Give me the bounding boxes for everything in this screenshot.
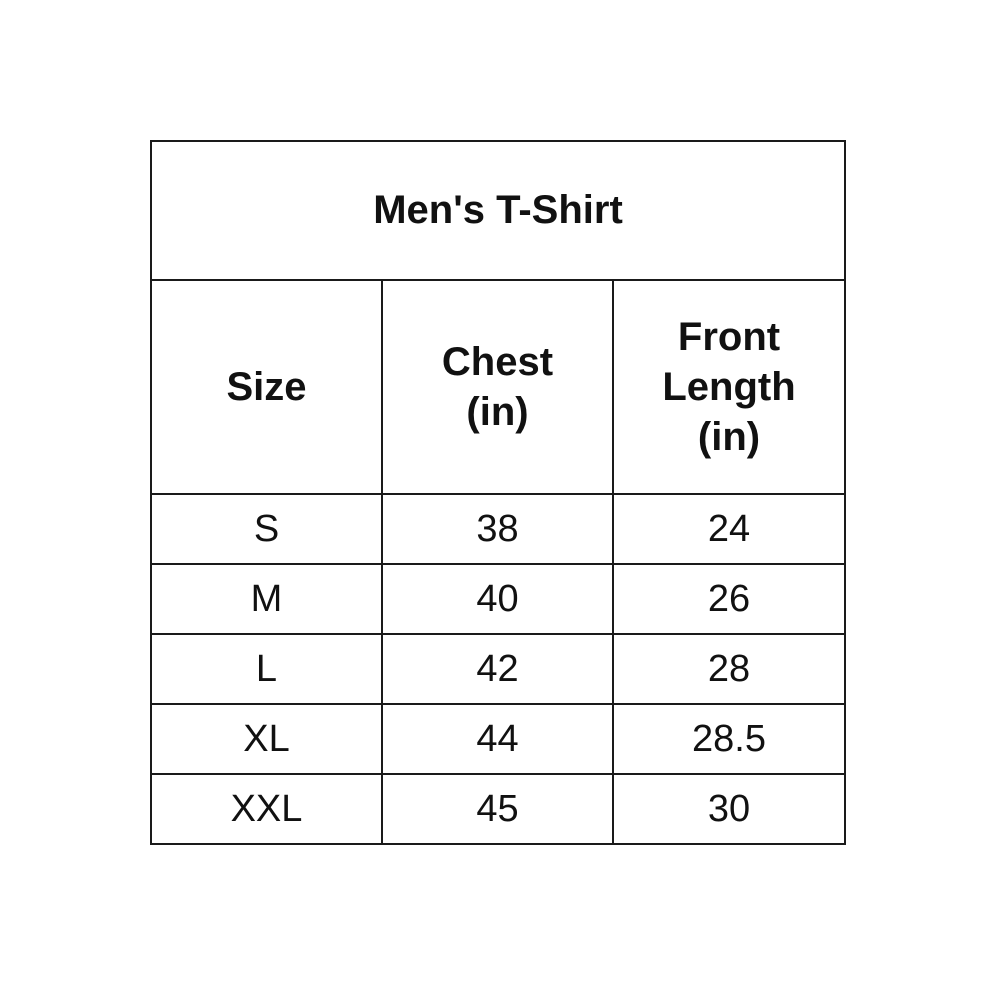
cell-length: 30 [612,773,846,845]
cell-chest: 40 [381,563,614,635]
cell-size: L [150,633,383,705]
header-length-line1: Front [677,315,781,359]
cell-size: M [150,563,383,635]
table-row: XL 44 28.5 [150,703,846,775]
cell-length: 26 [612,563,846,635]
table-row: L 42 28 [150,633,846,705]
cell-chest: 44 [381,703,614,775]
header-chest-line1: Chest [441,340,554,384]
size-chart-table: Men's T-Shirt Size Chest (in) Front Leng… [150,140,846,845]
table-row: M 40 26 [150,563,846,635]
cell-chest: 42 [381,633,614,705]
table-title: Men's T-Shirt [150,140,846,281]
cell-length: 24 [612,493,846,565]
header-front-length: Front Length (in) [612,279,846,495]
header-length-line3: (in) [697,415,761,459]
cell-chest: 45 [381,773,614,845]
header-length-line2: Length [662,365,796,409]
table-row: S 38 24 [150,493,846,565]
cell-length: 28.5 [612,703,846,775]
cell-length: 28 [612,633,846,705]
header-chest-line2: (in) [466,390,529,434]
cell-chest: 38 [381,493,614,565]
cell-size: XXL [150,773,383,845]
header-chest: Chest (in) [381,279,614,495]
cell-size: XL [150,703,383,775]
header-size: Size [150,279,383,495]
cell-size: S [150,493,383,565]
table-row: XXL 45 30 [150,773,846,845]
